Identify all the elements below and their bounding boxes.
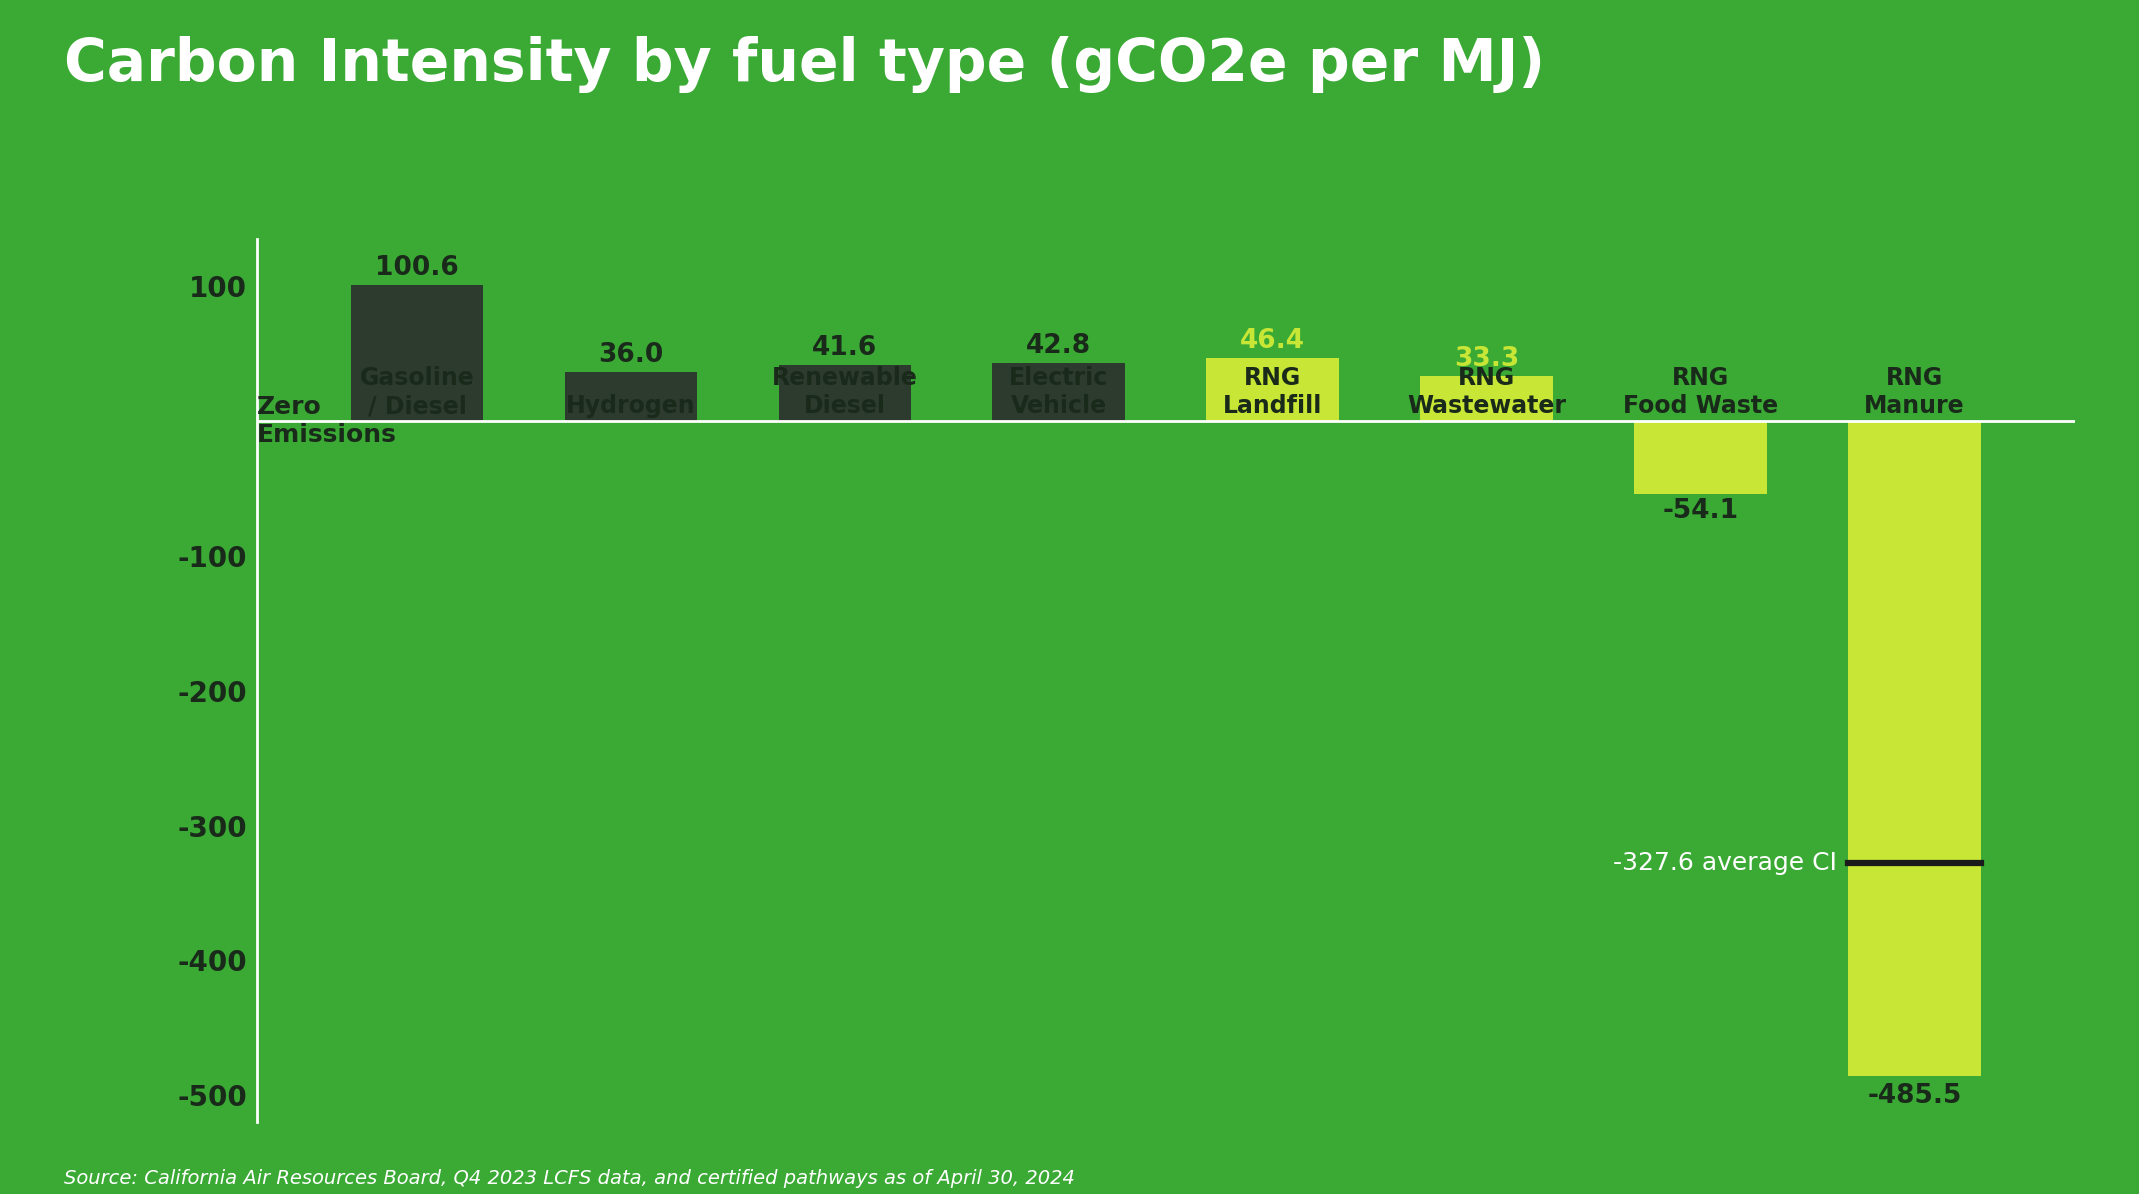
Text: -54.1: -54.1	[1662, 498, 1739, 524]
Text: 42.8: 42.8	[1027, 333, 1091, 359]
Bar	[1848, 421, 1981, 1076]
Text: Source: California Air Resources Board, Q4 2023 LCFS data, and certified pathway: Source: California Air Resources Board, …	[64, 1169, 1076, 1188]
Text: Hydrogen: Hydrogen	[567, 394, 695, 418]
Bar	[1634, 421, 1767, 494]
Bar	[1206, 358, 1339, 421]
Text: 33.3: 33.3	[1455, 346, 1519, 373]
Bar	[351, 285, 483, 421]
Text: -485.5: -485.5	[1867, 1083, 1961, 1108]
Text: 36.0: 36.0	[599, 343, 663, 368]
Text: 100.6: 100.6	[374, 256, 460, 281]
Bar	[779, 365, 911, 421]
Text: Carbon Intensity by fuel type (gCO2e per MJ): Carbon Intensity by fuel type (gCO2e per…	[64, 36, 1544, 93]
Text: 46.4: 46.4	[1241, 328, 1305, 355]
Text: Electric
Vehicle: Electric Vehicle	[1010, 367, 1108, 418]
Text: -327.6 average CI: -327.6 average CI	[1613, 851, 1837, 875]
Bar	[1420, 376, 1553, 421]
Text: 41.6: 41.6	[813, 334, 877, 361]
Text: Zero
Emissions: Zero Emissions	[257, 395, 396, 447]
Text: RNG
Landfill: RNG Landfill	[1224, 367, 1322, 418]
Bar	[992, 363, 1125, 421]
Text: RNG
Manure: RNG Manure	[1863, 367, 1966, 418]
Text: Gasoline
/ Diesel: Gasoline / Diesel	[359, 367, 475, 418]
Text: RNG
Food Waste: RNG Food Waste	[1624, 367, 1778, 418]
Bar	[565, 373, 697, 421]
Text: Renewable
Diesel: Renewable Diesel	[772, 367, 918, 418]
Text: RNG
Wastewater: RNG Wastewater	[1407, 367, 1566, 418]
